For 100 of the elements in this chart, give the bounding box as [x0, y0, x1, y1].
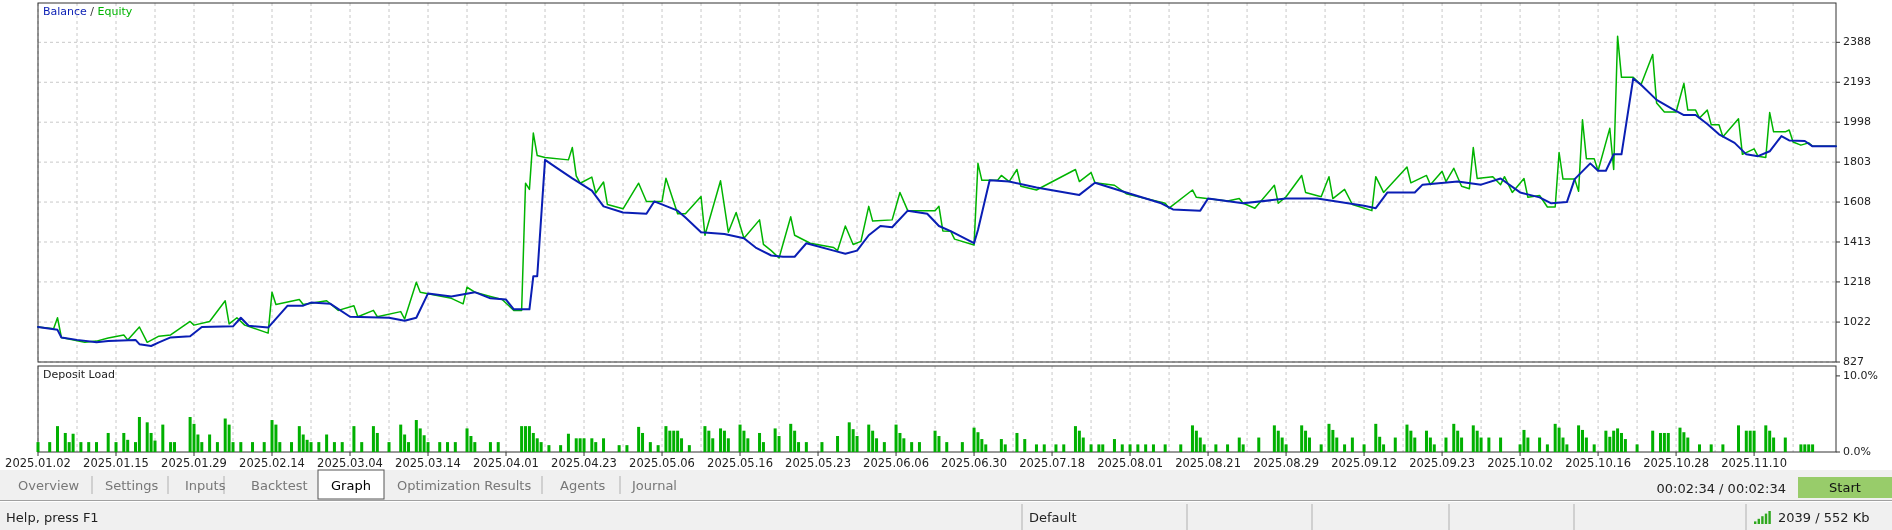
bar [1678, 427, 1682, 452]
bar [703, 426, 707, 452]
bar [722, 430, 726, 452]
bar [56, 426, 59, 452]
bar [1752, 430, 1756, 452]
bar [719, 428, 723, 452]
bar [789, 423, 793, 452]
bar [1327, 423, 1331, 452]
text: Balance [43, 5, 88, 18]
bar [71, 433, 75, 452]
x-tick-label: 2025.03.14 [395, 455, 461, 470]
y-tick-label: 1413 [1843, 234, 1871, 248]
bar [95, 442, 98, 452]
bar [1783, 437, 1787, 452]
bar [1721, 444, 1725, 452]
bar [664, 426, 668, 452]
bar [1803, 444, 1807, 452]
bar [1073, 426, 1077, 452]
bar [1807, 444, 1811, 452]
y-tick-label: 0.0% [1843, 445, 1871, 458]
annotation: / [86, 5, 98, 18]
bar [847, 422, 851, 452]
bar [566, 433, 570, 452]
bar [1343, 444, 1347, 452]
bar [668, 430, 672, 452]
x-tick-label: 2025.10.28 [1643, 455, 1710, 470]
bar [1163, 444, 1167, 452]
bar [122, 432, 126, 452]
bar [676, 430, 680, 452]
bar [574, 438, 578, 452]
bar [325, 434, 329, 452]
bar [87, 442, 91, 452]
bar [1580, 429, 1584, 452]
text: 00:02:34 / 00:02:34 [1656, 480, 1786, 496]
bar [1350, 437, 1354, 452]
bar [1112, 439, 1116, 452]
y-tick-label: 2388 [1843, 35, 1871, 49]
bar [1811, 444, 1815, 452]
y-tick-label: 10.0% [1843, 368, 1878, 382]
bar [539, 442, 543, 452]
text: Inputs [185, 477, 226, 493]
bar [1522, 429, 1526, 452]
bar [173, 442, 177, 452]
bar [114, 442, 118, 452]
bar [1151, 444, 1155, 452]
bar [1538, 437, 1542, 452]
bar [1362, 444, 1366, 452]
bar [1101, 444, 1105, 452]
bar [161, 424, 165, 452]
bar [582, 438, 586, 452]
bar [1651, 430, 1655, 452]
bar [672, 430, 676, 452]
bar [317, 442, 321, 452]
bar [976, 432, 980, 452]
bar [1635, 444, 1639, 452]
bar [371, 426, 375, 452]
bar [169, 442, 173, 452]
bar [1128, 444, 1132, 452]
bar [1097, 444, 1101, 452]
bar [1237, 437, 1241, 452]
x-tick-label: 2025.08.01 [1097, 455, 1163, 470]
bar [106, 432, 110, 452]
text: Default [1029, 509, 1077, 525]
bar [1190, 425, 1194, 452]
bar [1619, 432, 1623, 452]
bar [488, 442, 492, 452]
bar [1592, 444, 1596, 452]
bar [137, 416, 141, 452]
bar [262, 442, 266, 452]
x-tick-label: 2025.06.30 [941, 455, 1007, 470]
bar [1682, 432, 1686, 452]
bar [578, 438, 582, 452]
bar [1319, 444, 1323, 452]
bar [274, 424, 278, 452]
text: Overview [18, 477, 80, 493]
x-tick-label: 2025.03.04 [317, 455, 383, 470]
bar [820, 442, 824, 452]
x-tick-label: 2025.01.15 [83, 455, 149, 470]
bar [1545, 444, 1549, 452]
bar [1662, 432, 1666, 452]
bar [590, 438, 594, 452]
bar [1444, 437, 1448, 452]
bar [1015, 432, 1019, 452]
bar [758, 432, 762, 452]
x-tick-label: 2025.04.01 [473, 455, 539, 470]
x-tick-label: 2025.10.02 [1487, 455, 1554, 470]
x-tick-label: 2025.01.29 [161, 455, 227, 470]
y-tick-label: 1998 [1843, 115, 1871, 129]
bar [1577, 425, 1581, 452]
bar [1616, 428, 1620, 452]
bar [360, 442, 364, 452]
bar [602, 438, 606, 452]
bar [1744, 430, 1748, 452]
bar [1034, 444, 1038, 452]
bar [594, 442, 598, 452]
bar [496, 442, 500, 452]
bar [188, 416, 192, 452]
bar [520, 426, 524, 452]
bar [1604, 430, 1608, 452]
text: 2039 / 552 Kb [1778, 509, 1870, 525]
